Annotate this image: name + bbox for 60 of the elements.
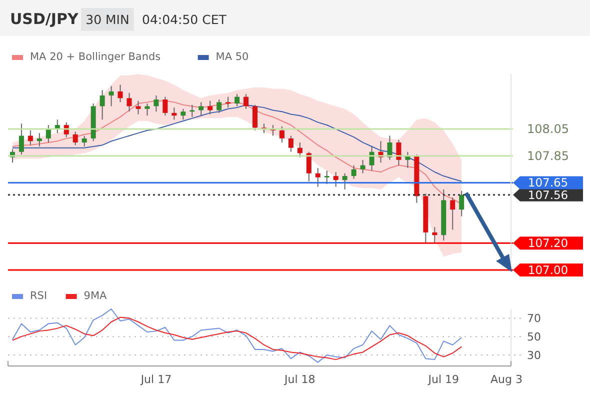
line-series bbox=[12, 316, 462, 360]
line-series bbox=[12, 308, 462, 363]
candlestick bbox=[100, 90, 105, 120]
candlestick bbox=[208, 100, 213, 115]
candlestick bbox=[216, 99, 222, 114]
candlestick bbox=[252, 104, 258, 131]
candlestick bbox=[297, 142, 302, 158]
candlestick bbox=[288, 135, 294, 152]
legend-label: 9MA bbox=[84, 290, 108, 302]
y-tick-label: 107.65 bbox=[528, 176, 568, 190]
candlestick bbox=[342, 172, 348, 190]
chart-title: USD/JPY bbox=[10, 10, 80, 28]
candlestick bbox=[18, 123, 24, 156]
y-tick-label: 30 bbox=[527, 348, 541, 362]
candlestick bbox=[226, 96, 231, 108]
legend-label: MA 50 bbox=[216, 51, 249, 63]
candlestick bbox=[72, 131, 78, 146]
candlestick bbox=[198, 102, 204, 116]
legend-label: MA 20 + Bollinger Bands bbox=[30, 51, 161, 63]
candlestick bbox=[190, 104, 195, 118]
x-tick-label: Jul 19 bbox=[427, 373, 460, 386]
candlestick bbox=[306, 151, 312, 182]
candlestick bbox=[234, 94, 240, 107]
candlestick bbox=[144, 103, 150, 116]
candlestick bbox=[351, 164, 356, 180]
candlestick bbox=[108, 86, 114, 107]
candlestick bbox=[279, 126, 284, 143]
y-tick-label: 107.85 bbox=[527, 148, 569, 163]
text: 04:04:50 CET bbox=[142, 12, 227, 27]
text: 30 MIN bbox=[86, 12, 130, 27]
candlestick bbox=[172, 107, 177, 120]
y-tick-label: 107.56 bbox=[528, 188, 568, 202]
x-tick-label: Aug 3 bbox=[490, 373, 522, 386]
candlestick bbox=[360, 159, 366, 174]
candlestick bbox=[82, 135, 87, 147]
candlestick bbox=[333, 172, 338, 188]
candlestick bbox=[126, 92, 132, 112]
y-tick-label: 108.05 bbox=[527, 122, 569, 136]
candlestick bbox=[118, 84, 123, 103]
y-tick-label: 107.00 bbox=[528, 263, 568, 277]
candlestick bbox=[459, 190, 464, 217]
x-tick-label: Jul 17 bbox=[140, 373, 172, 386]
candlestick bbox=[396, 139, 402, 166]
candlestick bbox=[180, 108, 186, 120]
candlestick bbox=[136, 100, 141, 115]
candlestick bbox=[324, 170, 330, 185]
y-tick-label: 70 bbox=[527, 312, 541, 326]
candlestick bbox=[36, 132, 42, 147]
candlestick bbox=[154, 94, 159, 112]
candlestick bbox=[315, 167, 320, 188]
candlestick bbox=[28, 130, 33, 146]
candlestick bbox=[432, 226, 438, 244]
candlestick bbox=[244, 94, 249, 110]
x-tick-label: Jul 18 bbox=[284, 373, 316, 386]
legend-label: RSI bbox=[30, 290, 48, 302]
candlestick bbox=[46, 124, 51, 143]
candlestick bbox=[450, 197, 456, 230]
y-tick-label: 50 bbox=[527, 330, 541, 344]
candlestick bbox=[162, 96, 168, 116]
y-tick-label: 107.20 bbox=[528, 236, 568, 250]
